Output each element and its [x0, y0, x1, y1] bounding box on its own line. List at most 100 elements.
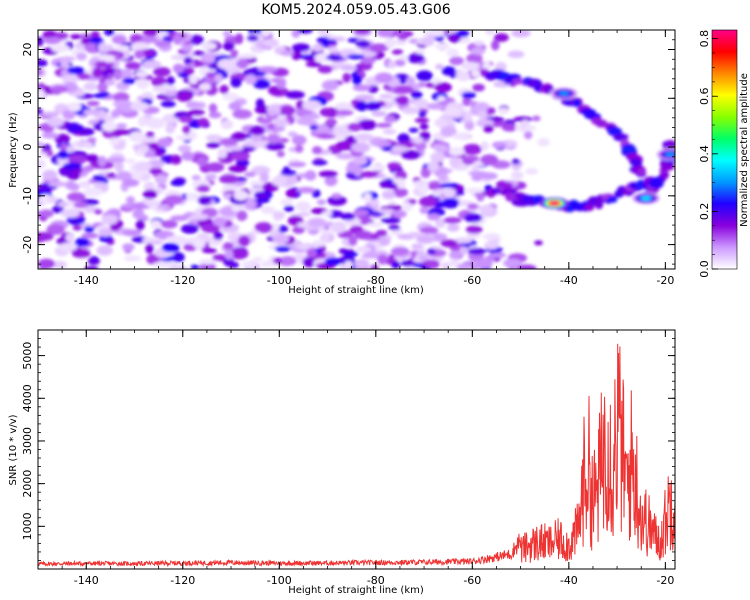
- heatmap-cell: [299, 53, 314, 60]
- snr-x-tick-label: -120: [170, 574, 195, 587]
- heatmap-cell: [283, 205, 295, 212]
- heatmap-cell: [201, 42, 217, 51]
- heatmap-cell: [85, 154, 99, 163]
- heatmap-cell: [496, 181, 513, 189]
- heatmap-cell: [335, 152, 355, 160]
- heatmap-cell: [38, 68, 44, 76]
- heatmap-cell: [434, 118, 448, 128]
- heatmap-cell: [392, 187, 409, 198]
- heatmap-cell: [516, 264, 537, 269]
- heatmap-cell: [482, 233, 501, 241]
- heatmap-cell: [66, 192, 86, 202]
- heatmap-cell: [48, 181, 68, 187]
- heatmap-cell: [47, 196, 59, 204]
- heatmap-cell: [311, 160, 328, 166]
- snr-y-axis-label: SNR (10 * v/v): [8, 414, 19, 485]
- heatmap-cell: [214, 73, 223, 84]
- heatmap-cell: [306, 248, 317, 258]
- heatmap-cell: [471, 69, 480, 78]
- heatmap-cell: [78, 181, 91, 189]
- heatmap-cell: [83, 187, 103, 197]
- heatmap-cell: [188, 34, 204, 45]
- heatmap-cell: [391, 261, 401, 269]
- heatmap-cell: [449, 156, 461, 168]
- heatmap-cell: [249, 125, 265, 136]
- heatmap-cell: [132, 170, 144, 180]
- snr-plot-area: [38, 330, 675, 569]
- colorbar-label: Normalized spectral amplitude: [739, 73, 750, 227]
- heatmap-cell: [388, 224, 401, 231]
- heatmap-cell: [198, 258, 218, 265]
- heatmap-cell: [355, 246, 372, 253]
- heatmap-cell: [430, 30, 445, 37]
- heatmap-cell: [480, 154, 499, 166]
- heatmap-cell: [222, 92, 239, 101]
- heatmap-cell: [43, 36, 61, 45]
- heatmap-cell: [196, 117, 209, 126]
- heatmap-cell: [637, 168, 647, 176]
- heatmap-cell: [131, 202, 149, 210]
- heatmap-cell: [461, 91, 476, 99]
- heatmap-cell: [324, 257, 342, 266]
- heatmap-cell: [325, 54, 345, 61]
- heatmap-cell: [41, 132, 59, 139]
- heatmap-cell: [327, 195, 347, 206]
- heatmap-cell: [291, 49, 302, 61]
- heatmap-cell: [347, 122, 363, 132]
- heatmap-cell: [507, 50, 525, 59]
- heatmap-cell: [356, 101, 368, 112]
- heatmap-cell: [70, 34, 82, 40]
- heatmap-cell: [342, 72, 352, 83]
- heatmap-cell: [474, 40, 485, 47]
- heatmap-cell: [490, 187, 502, 194]
- heatmap-cell: [382, 190, 396, 200]
- heatmap-cell: [302, 114, 321, 120]
- heatmap-cell: [231, 204, 241, 212]
- heatmap-cell: [572, 99, 581, 107]
- heatmap-cell: [629, 158, 642, 166]
- heatmap-cell: [449, 250, 462, 260]
- heatmap-cell: [421, 36, 435, 47]
- heatmap-cell: [498, 107, 509, 115]
- heatmap-cell: [154, 40, 171, 48]
- heatmap-x-axis-label: Height of straight line (km): [288, 285, 424, 296]
- heatmap-cell: [414, 117, 430, 124]
- heatmap-cell: [61, 74, 79, 84]
- heatmap-cell: [442, 197, 460, 209]
- heatmap-cell: [260, 30, 271, 37]
- heatmap-cell: [185, 101, 200, 109]
- heatmap-cell: [130, 101, 149, 111]
- heatmap-cell: [286, 174, 298, 186]
- heatmap-cell: [143, 199, 161, 207]
- heatmap-cell: [230, 77, 242, 88]
- heatmap-cell: [259, 172, 269, 183]
- heatmap-cell: [480, 141, 489, 151]
- heatmap-cell: [38, 89, 46, 99]
- heatmap-cell: [252, 78, 271, 89]
- heatmap-cell: [416, 234, 435, 244]
- heatmap-cell: [222, 242, 234, 250]
- heatmap-cell: [335, 109, 354, 116]
- snr-y-tick-label: 5000: [21, 342, 34, 370]
- heatmap-x-tick-label: -40: [560, 274, 578, 287]
- heatmap-cell: [111, 34, 127, 45]
- heatmap-cell: [76, 52, 87, 61]
- heatmap-cell: [365, 101, 382, 111]
- heatmap-cell: [66, 66, 85, 75]
- heatmap-cell: [208, 103, 218, 114]
- heatmap-cell: [38, 159, 46, 170]
- heatmap-cell: [399, 54, 409, 61]
- heatmap-cell: [212, 216, 227, 227]
- colorbar-frame: [711, 29, 738, 270]
- heatmap-cell: [133, 161, 153, 172]
- heatmap-cell: [178, 115, 194, 123]
- heatmap-cell: [205, 134, 223, 142]
- heatmap-cell: [416, 70, 433, 82]
- heatmap-cell: [87, 137, 97, 144]
- heatmap-cell: [273, 126, 286, 132]
- heatmap-cell: [203, 77, 216, 85]
- heatmap-cell: [621, 146, 637, 153]
- heatmap-cell: [51, 44, 70, 53]
- heatmap-cell: [257, 66, 278, 73]
